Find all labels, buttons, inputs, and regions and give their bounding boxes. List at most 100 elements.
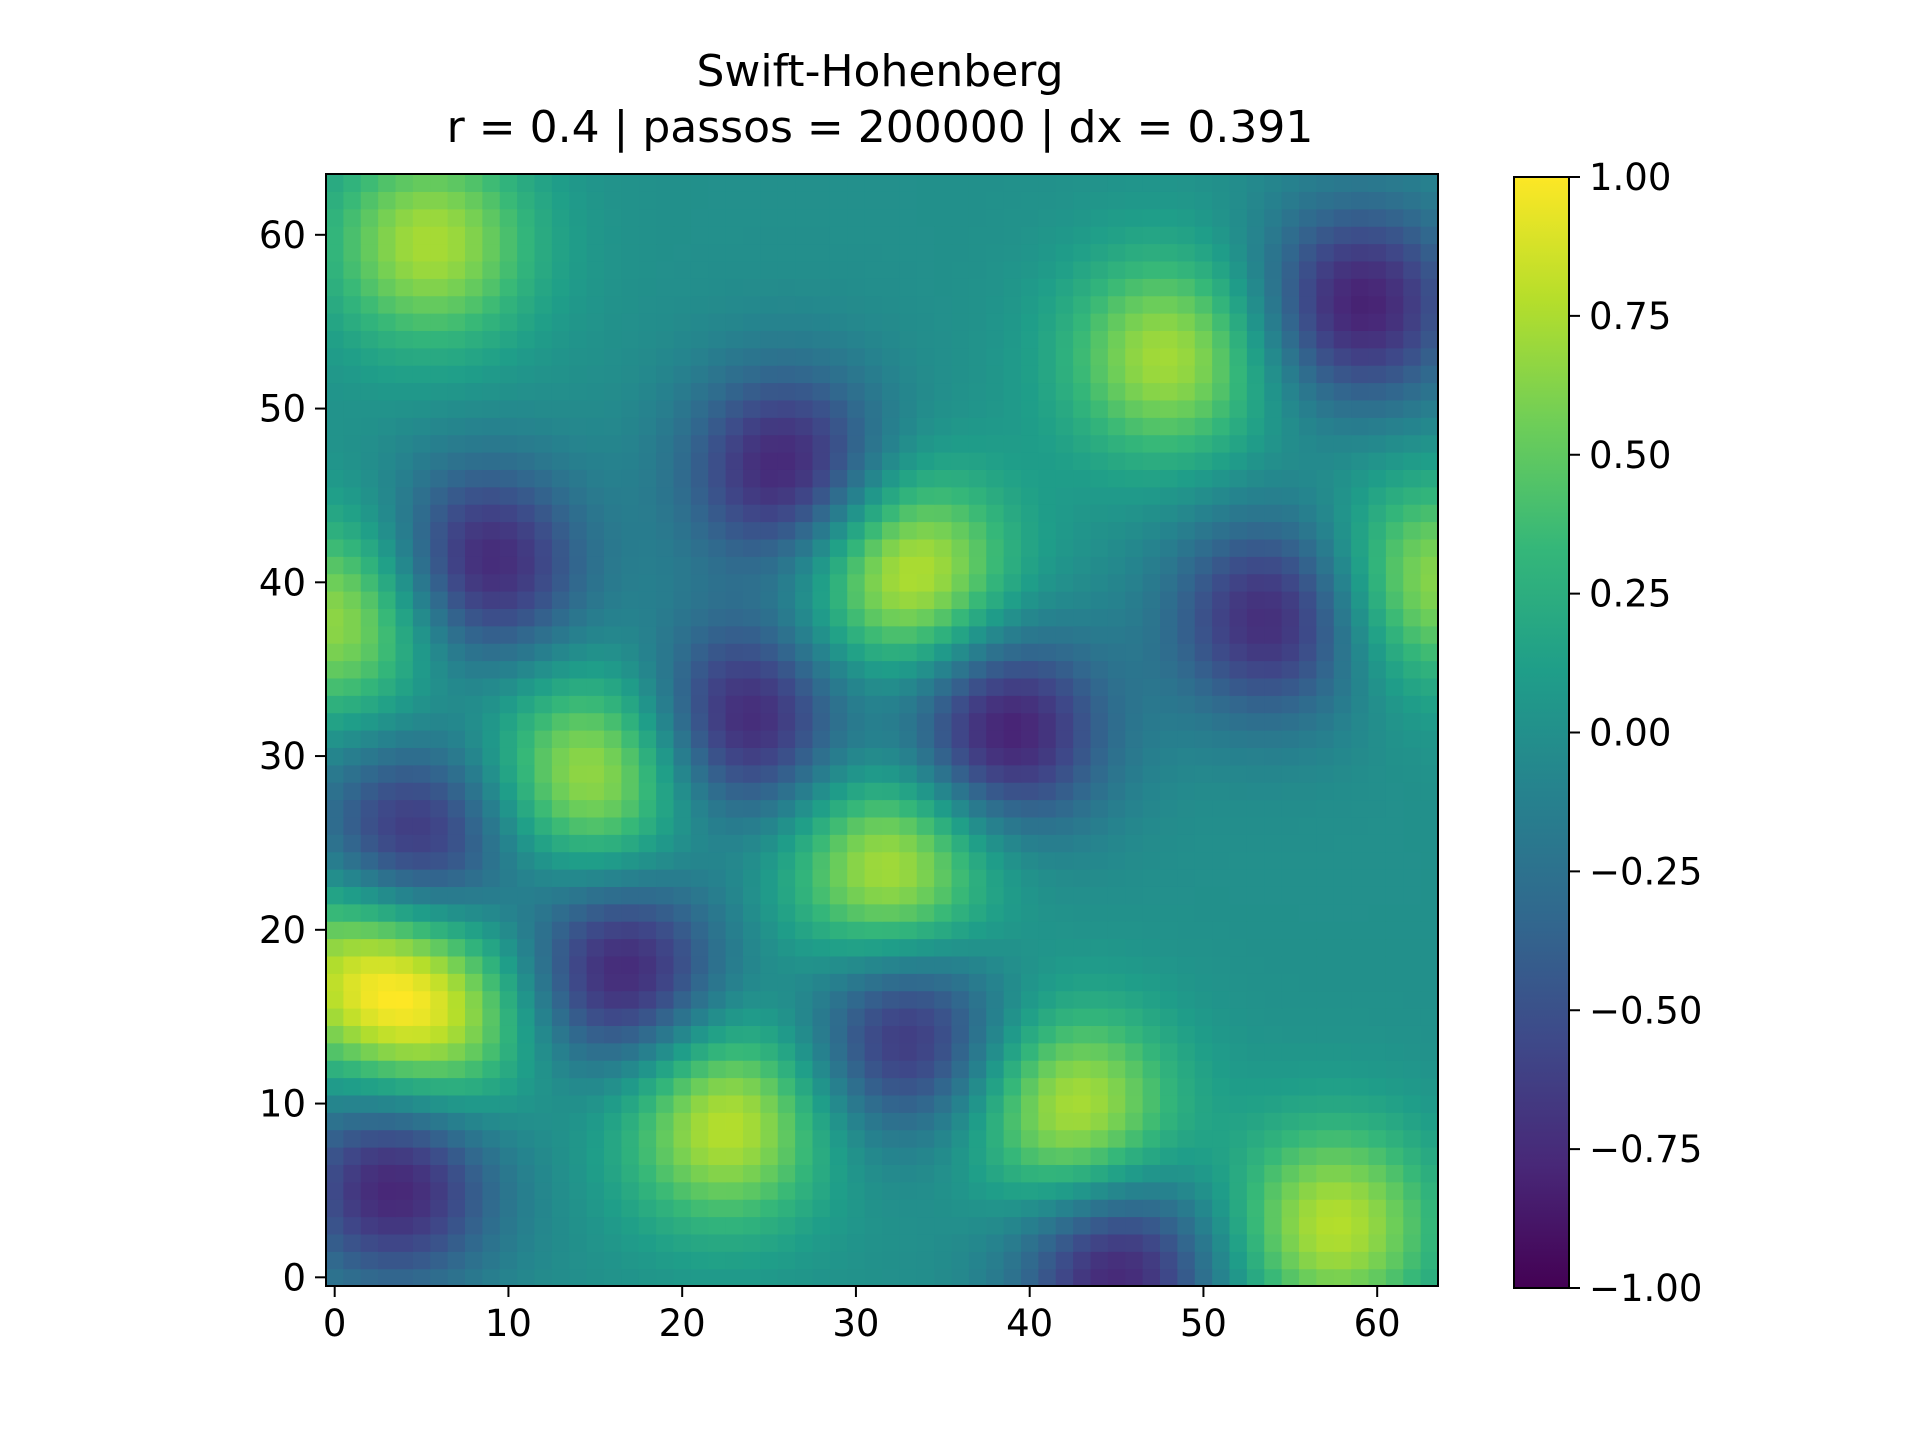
heatmap-cell — [465, 869, 483, 887]
heatmap-cell — [1038, 1199, 1057, 1218]
heatmap-cell — [1194, 1112, 1213, 1131]
heatmap-cell — [1246, 990, 1265, 1009]
heatmap-cell — [395, 886, 414, 905]
heatmap-cell — [1177, 1251, 1196, 1270]
heatmap-cell — [656, 260, 675, 279]
heatmap-cell — [1212, 955, 1231, 974]
heatmap-cell — [1385, 191, 1404, 210]
heatmap-cell — [1281, 1112, 1300, 1131]
heatmap-cell — [690, 764, 709, 783]
heatmap-cell — [951, 1181, 970, 1200]
heatmap-cell — [864, 1129, 883, 1148]
heatmap-cell — [899, 313, 918, 331]
heatmap-cell — [517, 260, 536, 279]
heatmap-cell — [1246, 1251, 1265, 1270]
heatmap-cell — [847, 330, 866, 349]
heatmap-cell — [690, 782, 709, 801]
heatmap-cell — [499, 1216, 518, 1235]
heatmap-cell — [326, 712, 344, 731]
heatmap-cell — [1299, 1268, 1317, 1287]
heatmap-cell — [1403, 313, 1422, 331]
heatmap-cell — [812, 921, 831, 940]
colorbar-tick-label: −1.00 — [1589, 1267, 1702, 1310]
heatmap-cell — [1229, 1077, 1248, 1096]
heatmap-cell — [1351, 174, 1370, 192]
heatmap-cell — [499, 1251, 518, 1270]
heatmap-cell — [1246, 174, 1265, 192]
heatmap-cell — [1038, 903, 1057, 922]
heatmap-cell — [1420, 1147, 1439, 1165]
heatmap-cell — [1125, 695, 1144, 714]
heatmap-cell — [1281, 938, 1300, 957]
heatmap-cell — [1316, 1199, 1335, 1218]
heatmap-cell — [326, 903, 344, 922]
heatmap-cell — [934, 764, 953, 783]
heatmap-cell — [1316, 226, 1335, 245]
heatmap-cell — [1351, 695, 1370, 714]
heatmap-cell — [690, 591, 709, 609]
heatmap-cell — [517, 1025, 536, 1044]
heatmap-cell — [760, 1164, 779, 1183]
heatmap-cell — [1333, 243, 1352, 262]
heatmap-cell — [795, 191, 814, 210]
heatmap-cell — [1125, 730, 1144, 748]
heatmap-cell — [1368, 330, 1387, 349]
heatmap-cell — [708, 486, 727, 505]
heatmap-cell — [864, 591, 883, 609]
heatmap-cell — [1107, 330, 1126, 349]
heatmap-cell — [1264, 313, 1283, 331]
heatmap-cell — [378, 434, 397, 453]
heatmap-cell — [586, 399, 605, 418]
heatmap-cell — [1420, 260, 1439, 279]
heatmap-cell — [604, 938, 622, 957]
heatmap-cell — [378, 1147, 397, 1165]
heatmap-cell — [1177, 764, 1196, 783]
heatmap-cell — [1351, 1164, 1370, 1183]
heatmap-cell — [882, 816, 900, 835]
heatmap-cell — [1229, 486, 1248, 505]
heatmap-cell — [916, 625, 935, 644]
heatmap-cell — [1038, 330, 1057, 349]
heatmap-cell — [1194, 1008, 1213, 1026]
heatmap-cell — [1142, 816, 1161, 835]
heatmap-cell — [1229, 869, 1248, 887]
heatmap-cell — [1212, 556, 1231, 575]
heatmap-cell — [812, 834, 831, 853]
heatmap-cell — [812, 1008, 831, 1026]
heatmap-cell — [1073, 625, 1092, 644]
heatmap-cell — [395, 278, 414, 297]
heatmap-cell — [916, 260, 935, 279]
heatmap-cell — [395, 1216, 414, 1235]
heatmap-cell — [1055, 834, 1074, 853]
heatmap-cell — [343, 869, 362, 887]
heatmap-cell — [1264, 1077, 1283, 1096]
heatmap-cell — [899, 938, 918, 957]
heatmap-cell — [499, 1025, 518, 1044]
heatmap-cell — [690, 938, 709, 957]
heatmap-cell — [1420, 591, 1439, 609]
heatmap-cell — [1212, 1112, 1231, 1131]
heatmap-cell — [829, 278, 848, 297]
heatmap-cell — [1055, 226, 1074, 245]
heatmap-cell — [1125, 1268, 1144, 1287]
heatmap-cell — [482, 921, 501, 940]
heatmap-cell — [690, 226, 709, 245]
heatmap-cell — [1368, 660, 1387, 679]
heatmap-cell — [482, 208, 501, 227]
heatmap-cell — [899, 174, 918, 192]
heatmap-cell — [1299, 990, 1317, 1009]
heatmap-cell — [673, 747, 692, 766]
heatmap-cell — [1351, 1077, 1370, 1096]
heatmap-cell — [934, 1147, 953, 1165]
heatmap-cell — [551, 399, 570, 418]
heatmap-cell — [1125, 816, 1144, 835]
heatmap-cell — [621, 382, 640, 401]
heatmap-cell — [986, 973, 1005, 992]
heatmap-cell — [499, 747, 518, 766]
heatmap-cell — [1003, 521, 1022, 540]
heatmap-cell — [1021, 1060, 1039, 1079]
heatmap-cell — [1055, 938, 1074, 957]
heatmap-cell — [499, 782, 518, 801]
heatmap-cell — [1351, 330, 1370, 349]
heatmap-cell — [569, 260, 588, 279]
